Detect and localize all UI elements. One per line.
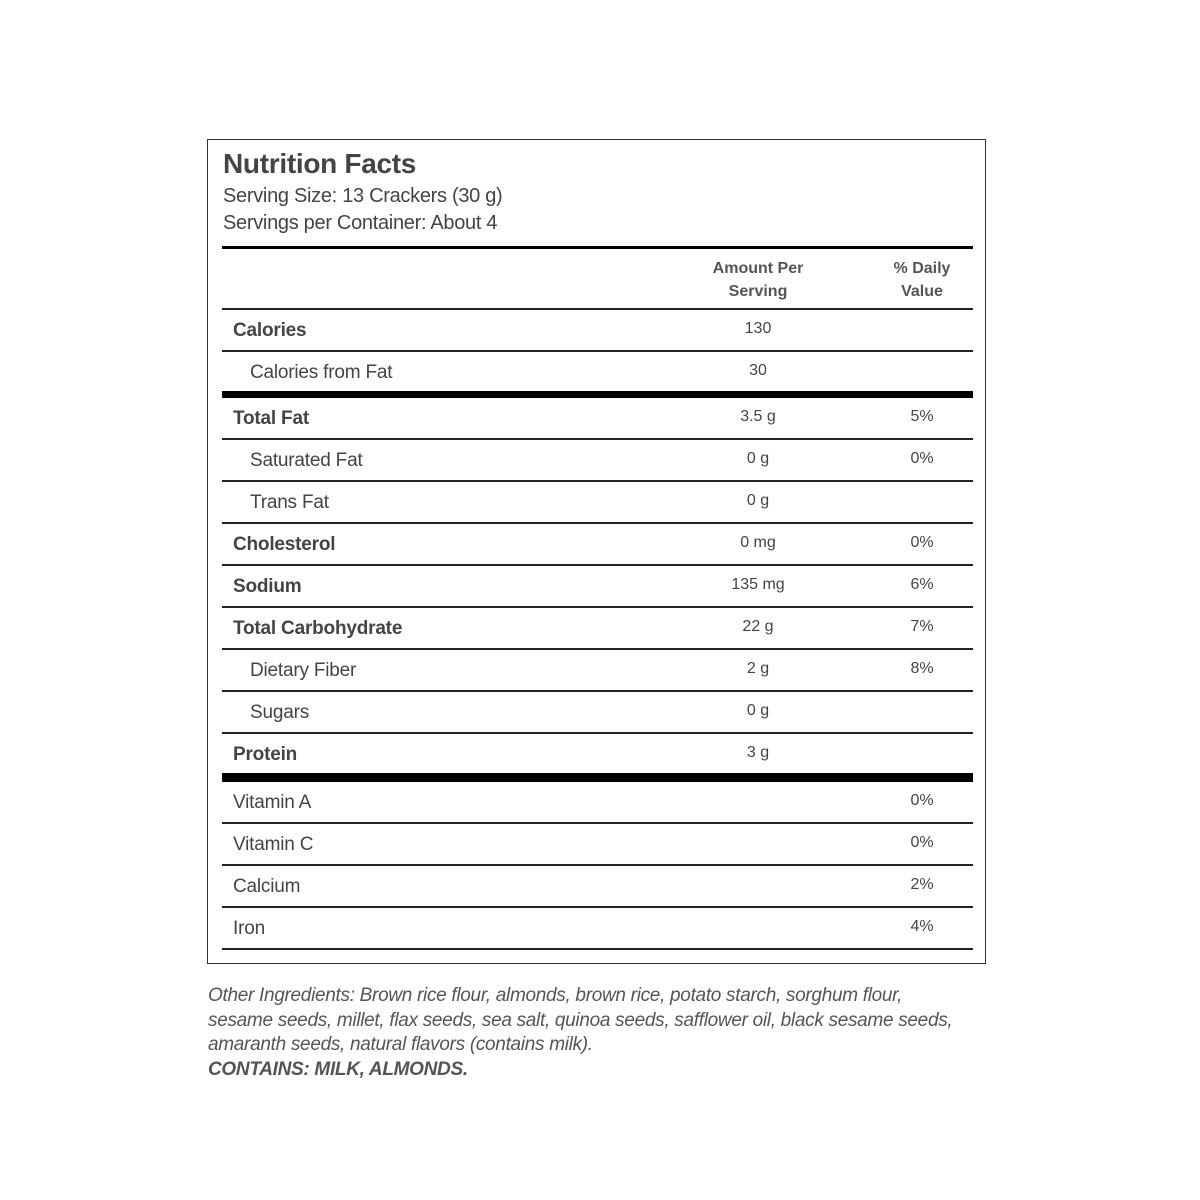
panel-title: Nutrition Facts [223,148,417,179]
nutrient-name: Protein [233,744,298,765]
nutrient-name: Iron [233,918,265,939]
table-row: Total Carbohydrate 22 g 7% [222,608,973,650]
nutrient-daily-value: 0% [910,834,934,851]
table-row: Total Fat 3.5 g 5% [222,398,973,440]
serving-size: Serving Size: 13 Crackers (30 g) [223,185,503,207]
nutrient-amount: 3.5 g [740,408,776,425]
nutrient-rows: Calories 130 Calories from Fat 30 Total Fat 3… [222,310,973,950]
nutrient-name: Trans Fat [250,492,329,513]
table-row: Protein 3 g [222,734,973,782]
nutrient-daily-value: 0% [910,450,934,467]
table-row: Vitamin C 0% [222,824,973,866]
ingredients-block: Other Ingredients: Brown rice flour, alm… [208,984,968,1082]
table-row: Cholesterol 0 mg 0% [222,524,973,566]
nutrient-name: Calcium [233,876,301,897]
nutrient-daily-value: 7% [910,618,934,635]
servings-per-container: Servings per Container: About 4 [223,212,498,234]
table-row: Saturated Fat 0 g 0% [222,440,973,482]
table-row: Vitamin A 0% [222,782,973,824]
nutrient-daily-value: 5% [910,408,934,425]
nutrient-amount: 0 g [746,702,770,719]
table-row: Trans Fat 0 g [222,482,973,524]
nutrient-amount: 2 g [746,660,770,677]
nutrient-daily-value: 8% [910,660,934,677]
table-row: Sodium 135 mg 6% [222,566,973,608]
amount-column-header: Amount Per Serving [708,257,808,303]
nutrient-name: Total Fat [233,408,309,429]
nutrition-facts-panel: Nutrition Facts Serving Size: 13 Cracker… [207,139,986,964]
table-row: Calories 130 [222,310,973,352]
nutrient-daily-value: 0% [910,792,934,809]
nutrient-name: Dietary Fiber [250,660,357,681]
nutrient-name: Sodium [233,576,302,597]
nutrient-amount: 135 mg [731,576,785,593]
ingredients-text: Other Ingredients: Brown rice flour, alm… [208,985,953,1055]
amount-header-line2: Serving [728,283,788,300]
nutrient-name: Calories [233,320,307,341]
nutrient-name: Sugars [250,702,310,723]
table-row: Calcium 2% [222,866,973,908]
nutrient-name: Cholesterol [233,534,336,555]
nutrient-daily-value: 2% [910,876,934,893]
table-header: Amount Per Serving % Daily Value [222,249,973,310]
nutrient-daily-value: 0% [910,534,934,551]
table-row: Dietary Fiber 2 g 8% [222,650,973,692]
dv-header-line2: Value [901,283,943,300]
allergen-statement: CONTAINS: MILK, ALMONDS. [208,1058,468,1080]
table-row: Sugars 0 g [222,692,973,734]
nutrient-amount: 130 [744,320,772,337]
nutrient-name: Vitamin A [233,792,312,813]
nutrient-amount: 0 g [746,450,770,467]
amount-header-line1: Amount Per [712,260,804,277]
nutrient-daily-value: 6% [910,576,934,593]
nutrient-name: Saturated Fat [250,450,363,471]
nutrient-daily-value: 4% [910,918,934,935]
nutrient-name: Total Carbohydrate [233,618,403,639]
nutrient-amount: 30 [749,362,767,379]
daily-value-column-header: % Daily Value [872,257,972,303]
dv-header-line1: % Daily [893,260,951,277]
nutrient-amount: 3 g [746,744,770,761]
nutrient-table: Amount Per Serving % Daily Value Calorie… [222,246,973,950]
table-row: Iron 4% [222,908,973,950]
table-row: Calories from Fat 30 [222,352,973,398]
nutrient-name: Calories from Fat [250,362,393,383]
nutrient-amount: 0 g [746,492,770,509]
nutrient-amount: 0 mg [740,534,776,551]
nutrient-name: Vitamin C [233,834,314,855]
nutrient-amount: 22 g [742,618,774,635]
